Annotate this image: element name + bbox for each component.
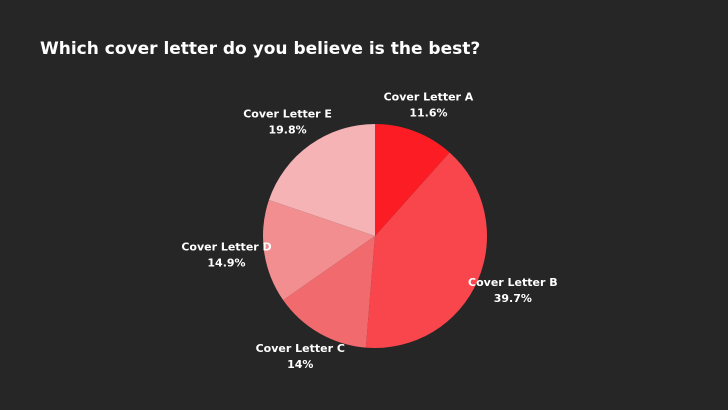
slice-value: 14.9% xyxy=(207,257,245,270)
pie-slice xyxy=(263,200,375,301)
slice-value: 11.6% xyxy=(409,107,447,120)
slice-label: Cover Letter D xyxy=(181,241,271,254)
slice-value: 14% xyxy=(287,358,313,371)
slice-label: Cover Letter A xyxy=(384,91,474,104)
slice-value: 39.7% xyxy=(494,292,532,305)
pie-slice xyxy=(365,152,488,348)
slice-label: Cover Letter C xyxy=(256,342,345,355)
slice-label: Cover Letter B xyxy=(468,276,558,289)
pie-slice xyxy=(268,124,375,236)
pie-slice xyxy=(283,236,375,348)
slice-value: 19.8% xyxy=(269,124,307,137)
slice-label: Cover Letter E xyxy=(243,108,332,121)
chart-title: Which cover letter do you believe is the… xyxy=(40,39,480,59)
pie-slice xyxy=(375,124,450,236)
